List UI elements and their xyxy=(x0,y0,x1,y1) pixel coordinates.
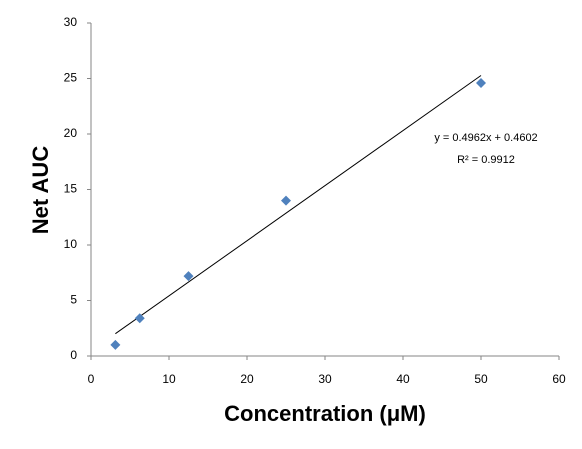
y-tick-label: 30 xyxy=(64,15,78,29)
y-tick-label: 20 xyxy=(64,126,78,140)
y-tick-label: 25 xyxy=(64,71,78,85)
x-tick-label: 50 xyxy=(474,372,488,386)
x-tick-label: 60 xyxy=(552,372,566,386)
y-axis-title: Net AUC xyxy=(28,146,53,235)
data-point xyxy=(134,313,145,324)
x-tick-label: 20 xyxy=(240,372,254,386)
y-tick-label: 0 xyxy=(70,348,77,362)
equation-annotation: y = 0.4962x + 0.4602 xyxy=(434,132,537,144)
y-tick-label: 10 xyxy=(64,237,78,251)
x-tick-label: 0 xyxy=(88,372,95,386)
x-tick-label: 10 xyxy=(162,372,176,386)
x-tick-label: 30 xyxy=(318,372,332,386)
y-tick-label: 15 xyxy=(64,182,78,196)
x-axis-title: Concentration (μM) xyxy=(224,401,426,426)
data-point xyxy=(110,339,121,350)
y-tick-label: 5 xyxy=(70,293,77,307)
data-point xyxy=(281,195,291,206)
data-point xyxy=(183,271,194,282)
data-point xyxy=(476,77,486,88)
trendline xyxy=(115,75,482,335)
r-squared-annotation: R² = 0.9912 xyxy=(457,154,515,166)
x-tick-label: 40 xyxy=(396,372,410,386)
